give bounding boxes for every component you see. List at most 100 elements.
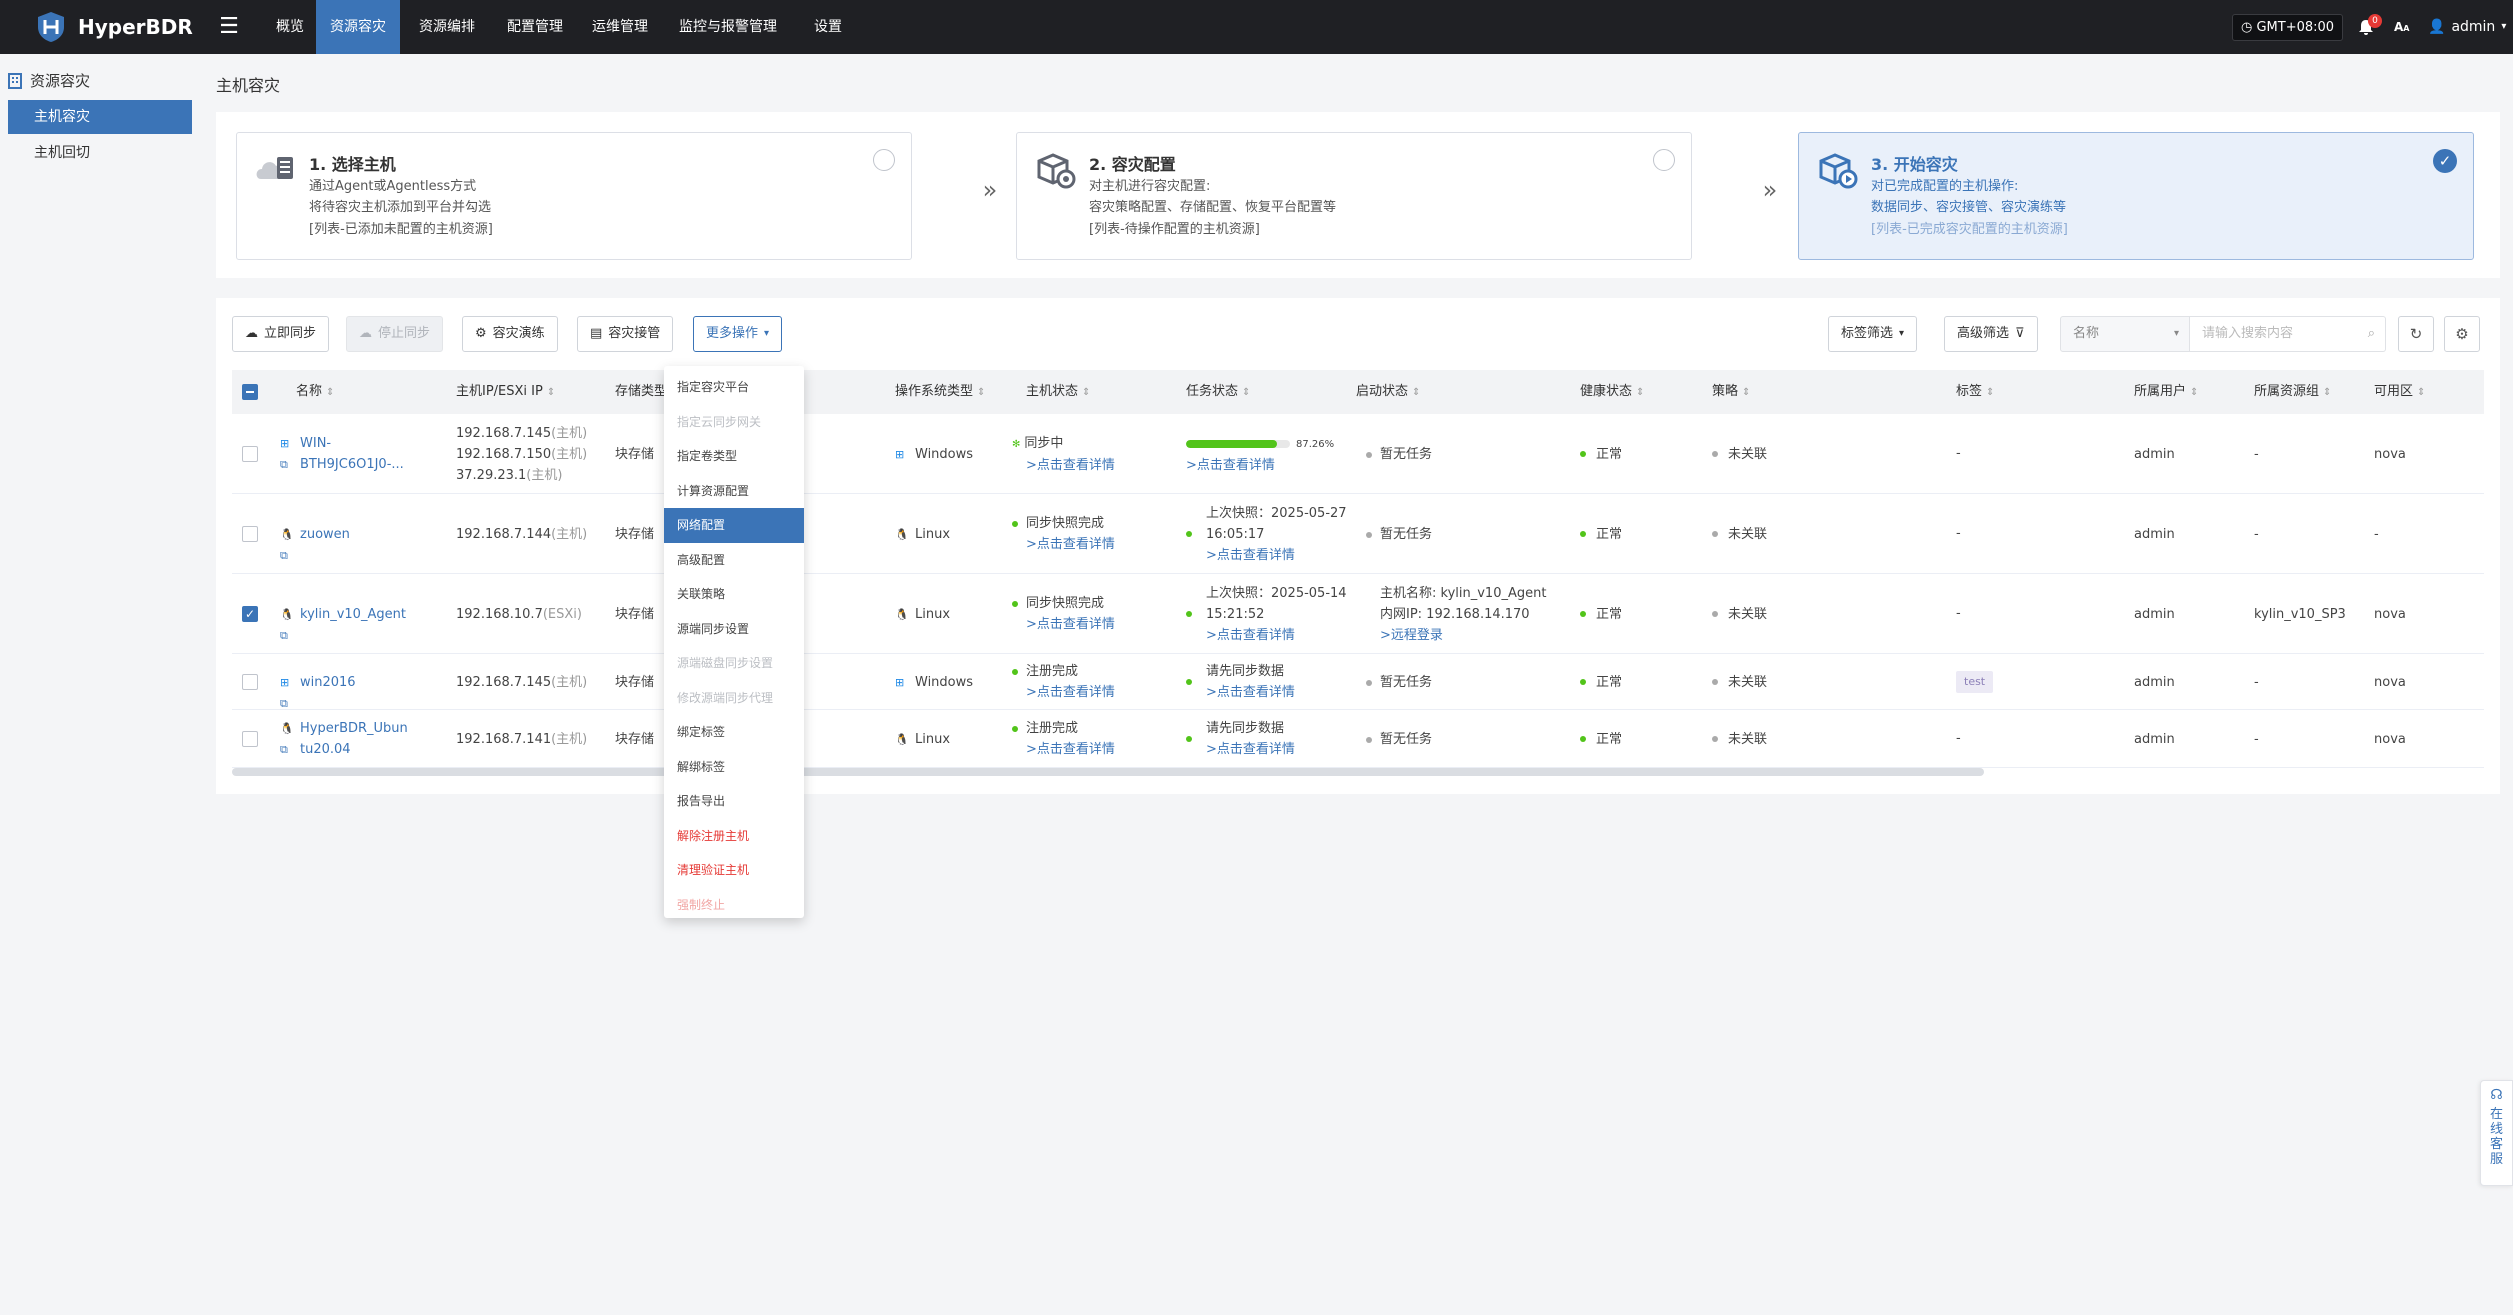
column-header[interactable]: 所属资源组 ⇕: [2254, 370, 2331, 414]
nav-item[interactable]: 设置: [796, 0, 860, 54]
step-radio[interactable]: [1653, 149, 1675, 171]
sort-icon[interactable]: ⇕: [2323, 387, 2332, 398]
sort-icon[interactable]: ⇕: [1636, 387, 1645, 398]
sort-icon[interactable]: ⇕: [2190, 387, 2199, 398]
menu-item[interactable]: 修改源端同步代理: [677, 690, 774, 705]
row-checkbox[interactable]: ✓: [242, 606, 258, 622]
column-header[interactable]: 标签 ⇕: [1956, 370, 1994, 414]
column-header[interactable]: 启动状态 ⇕: [1356, 370, 1420, 414]
sort-icon[interactable]: ⇕: [1242, 387, 1251, 398]
refresh-icon[interactable]: ↻: [2398, 316, 2434, 352]
table-row[interactable]: 🐧 ⧉ zuowen 192.168.7.144(主机) 块存储 🐧 Linux 同步快照完成…: [232, 494, 2484, 574]
font-size-icon[interactable]: AA: [2394, 20, 2410, 34]
timezone-button[interactable]: ◷ GMT+08:00: [2232, 14, 2344, 41]
search-field-select[interactable]: 名称 ▾: [2060, 316, 2190, 352]
gear-icon[interactable]: ⚙: [2444, 316, 2480, 352]
nav-item[interactable]: 概览: [258, 0, 322, 54]
advanced-filter-button[interactable]: 高级筛选 ⊽: [1944, 316, 2038, 352]
step-start-dr[interactable]: 3. 开始容灾 对已完成配置的主机操作: 数据同步、容灾接管、容灾演练等 [列表…: [1798, 132, 2474, 260]
sort-icon[interactable]: ⇕: [1412, 387, 1421, 398]
task-detail-link[interactable]: >点击查看详情: [1206, 547, 1295, 563]
menu-item[interactable]: 高级配置: [677, 552, 726, 567]
column-header[interactable]: 可用区 ⇕: [2374, 370, 2425, 414]
column-header[interactable]: 名称 ⇕: [296, 370, 334, 414]
table-row[interactable]: ⊞ ⧉ WIN- BTH9JC6O1J0-... 192.168.7.145(主机) 19…: [232, 414, 2484, 494]
menu-item[interactable]: 网络配置: [664, 508, 804, 543]
table-row[interactable]: ⊞ ⧉ win2016 192.168.7.145(主机) 块存储 ⊞ Windows 注册完…: [232, 654, 2484, 710]
menu-item[interactable]: 源端同步设置: [677, 621, 750, 636]
table-row[interactable]: 🐧 ⧉ HyperBDR_Ubun tu20.04 192.168.7.141(主机) 块…: [232, 710, 2484, 768]
user-menu[interactable]: 👤 admin ▾: [2428, 17, 2506, 37]
host-name-link[interactable]: WIN- BTH9JC6O1J0-...: [300, 433, 404, 475]
nav-item[interactable]: 配置管理: [493, 0, 577, 54]
sort-icon[interactable]: ⇕: [546, 387, 556, 398]
tag-filter-button[interactable]: 标签筛选 ▾: [1828, 316, 1918, 352]
task-detail-link[interactable]: >点击查看详情: [1206, 627, 1295, 643]
step-select-host[interactable]: 1. 选择主机 通过Agent或Agentless方式 将待容灾主机添加到平台并…: [236, 132, 912, 260]
menu-item[interactable]: 解除注册主机: [677, 828, 750, 843]
menu-item[interactable]: 清理验证主机: [677, 863, 750, 877]
search-input[interactable]: 请输入搜索内容 ⌕: [2190, 316, 2386, 352]
nav-item[interactable]: 运维管理: [578, 0, 662, 54]
dr-takeover-button[interactable]: ▤ 容灾接管: [577, 316, 674, 352]
row-checkbox[interactable]: [242, 731, 258, 747]
menu-item[interactable]: 指定卷类型: [677, 449, 738, 463]
menu-item[interactable]: 指定云同步网关: [677, 414, 762, 429]
host-detail-link[interactable]: >点击查看详情: [1026, 617, 1115, 632]
sort-icon[interactable]: ⇕: [1742, 387, 1751, 398]
dr-drill-button[interactable]: ⚙ 容灾演练: [462, 316, 558, 352]
task-detail-link[interactable]: >点击查看详情: [1186, 458, 1275, 473]
row-checkbox[interactable]: [242, 446, 258, 462]
column-header[interactable]: 操作系统类型 ⇕: [895, 370, 985, 414]
host-detail-link[interactable]: >点击查看详情: [1026, 685, 1115, 700]
sync-now-button[interactable]: ☁ 立即同步: [232, 316, 330, 352]
nav-item[interactable]: 资源容灾: [316, 0, 400, 54]
step-dr-config[interactable]: 2. 容灾配置 对主机进行容灾配置: 容灾策略配置、存储配置、恢复平台配置等 […: [1016, 132, 1692, 260]
menu-toggle-icon[interactable]: ☰: [219, 14, 239, 39]
column-header[interactable]: 策略 ⇕: [1712, 370, 1750, 414]
column-header[interactable]: 健康状态 ⇕: [1580, 370, 1644, 414]
sort-icon[interactable]: ⇕: [326, 387, 335, 398]
menu-item[interactable]: 报告导出: [677, 794, 726, 808]
sort-icon[interactable]: ⇕: [977, 387, 986, 398]
menu-item[interactable]: 强制终止: [677, 897, 726, 912]
menu-item[interactable]: 源端磁盘同步设置: [677, 656, 774, 670]
host-detail-link[interactable]: >点击查看详情: [1026, 742, 1115, 757]
nav-item[interactable]: 监控与报警管理: [664, 0, 792, 54]
row-checkbox[interactable]: [242, 674, 258, 690]
menu-item[interactable]: 计算资源配置: [677, 483, 750, 498]
host-detail-link[interactable]: >点击查看详情: [1026, 458, 1115, 473]
menu-item[interactable]: 指定容灾平台: [677, 380, 750, 394]
row-checkbox[interactable]: [242, 526, 258, 542]
host-detail-link[interactable]: >点击查看详情: [1026, 537, 1115, 552]
menu-item[interactable]: 关联策略: [677, 587, 726, 601]
remote-login-link[interactable]: >远程登录: [1380, 627, 1443, 643]
task-detail-link[interactable]: >点击查看详情: [1206, 742, 1295, 757]
nav-item[interactable]: 资源编排: [404, 0, 490, 54]
column-header[interactable]: 任务状态 ⇕: [1186, 370, 1250, 414]
select-all-checkbox[interactable]: [242, 384, 258, 400]
online-service-button[interactable]: ☊ 在线客服: [2480, 1080, 2513, 1186]
more-ops-button[interactable]: 更多操作 ▾: [693, 316, 783, 352]
sort-icon[interactable]: ⇕: [1082, 387, 1091, 398]
step-radio[interactable]: [873, 149, 895, 171]
menu-item[interactable]: 绑定标签: [677, 725, 726, 739]
table-row[interactable]: ✓ 🐧 ⧉ kylin_v10_Agent 192.168.10.7(ESXi) 块存储 🐧…: [232, 574, 2484, 654]
column-header[interactable]: 主机状态 ⇕: [1026, 370, 1090, 414]
sort-icon[interactable]: ⇕: [2417, 387, 2426, 398]
task-detail-link[interactable]: >点击查看详情: [1206, 685, 1295, 700]
host-name-link[interactable]: win2016: [300, 672, 356, 693]
sort-icon[interactable]: ⇕: [1986, 387, 1995, 398]
sidebar-item-host-dr[interactable]: 主机容灾: [8, 100, 192, 134]
stop-sync-button[interactable]: ☁ 停止同步: [346, 316, 444, 352]
column-header[interactable]: 主机IP/ESXi IP ⇕: [456, 370, 555, 414]
host-name-link[interactable]: zuowen: [300, 524, 350, 545]
step-checked-icon[interactable]: ✓: [2433, 149, 2457, 173]
menu-item[interactable]: 解绑标签: [677, 759, 726, 774]
app-logo[interactable]: HyperBDR: [34, 10, 193, 44]
host-name-link[interactable]: HyperBDR_Ubun tu20.04: [300, 718, 408, 760]
horizontal-scrollbar[interactable]: [232, 768, 1984, 776]
host-name-link[interactable]: kylin_v10_Agent: [300, 604, 406, 625]
column-header[interactable]: 所属用户 ⇕: [2134, 370, 2198, 414]
sidebar-item-host-failback[interactable]: 主机回切: [8, 136, 192, 170]
